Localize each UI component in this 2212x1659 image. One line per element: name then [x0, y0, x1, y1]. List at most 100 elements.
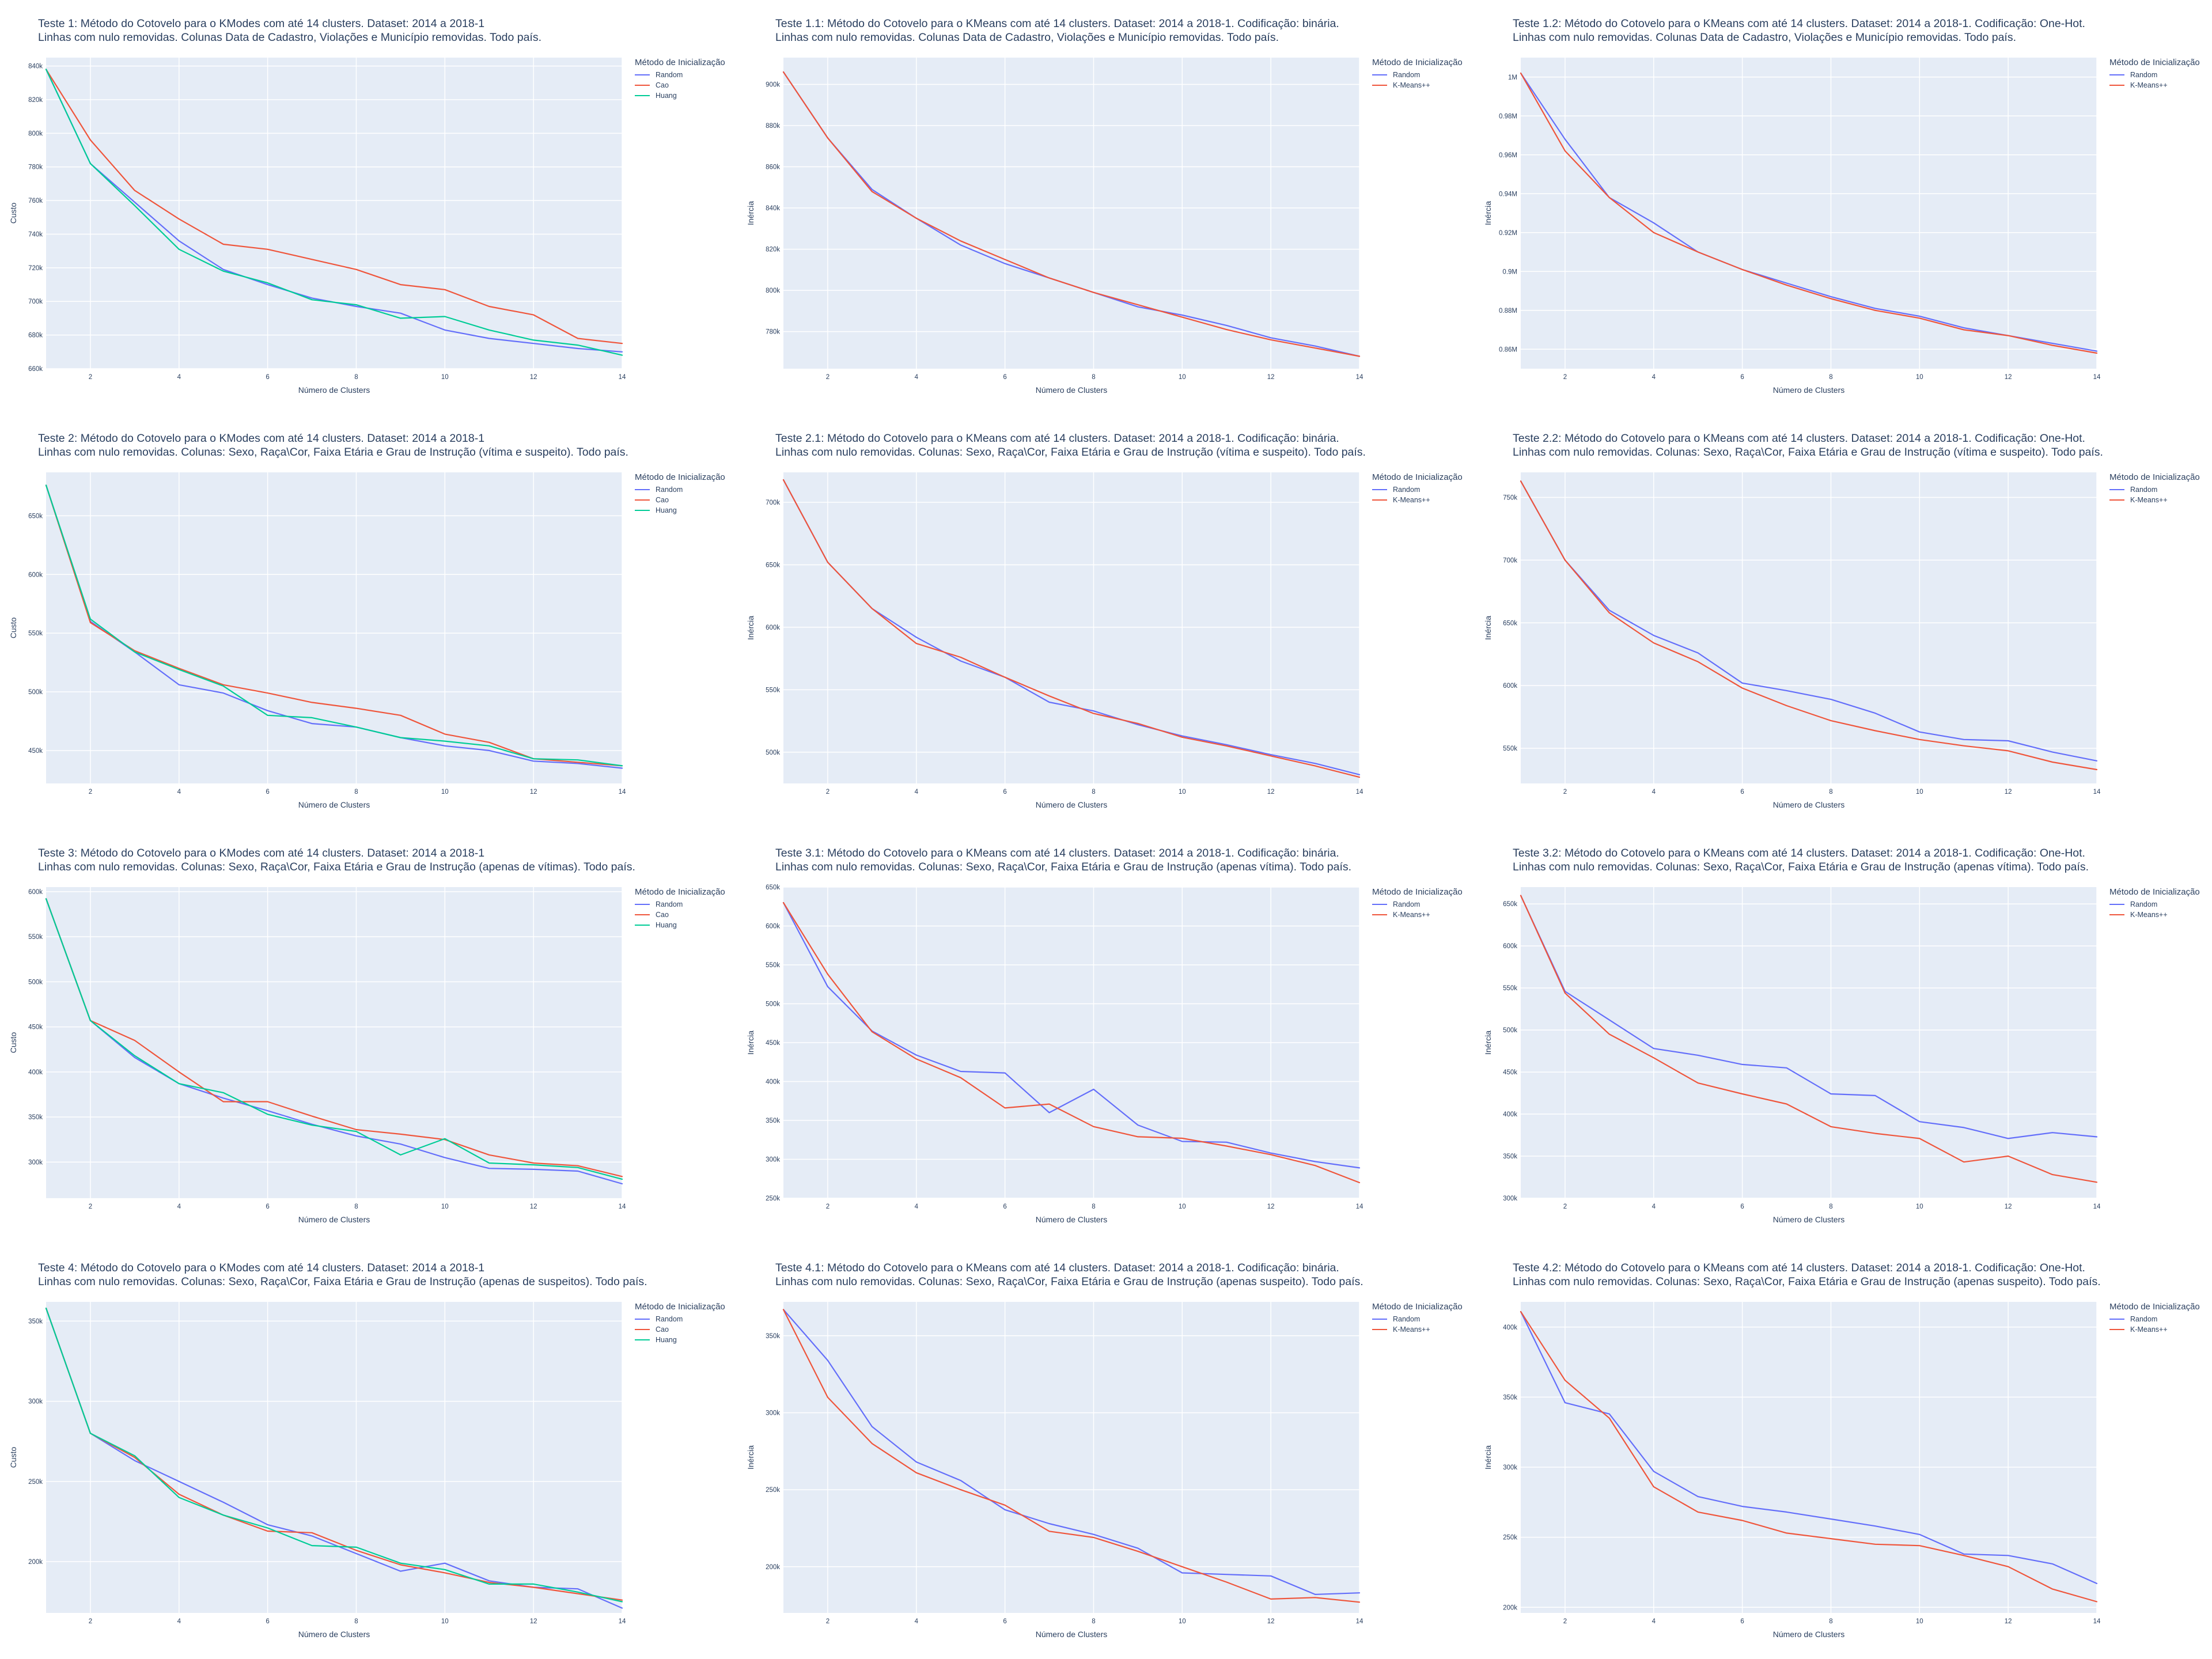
y-tick-label: 400k — [1503, 1111, 1517, 1118]
chart-subtitle: Linhas com nulo removidas. Colunas: Sexo… — [775, 861, 1352, 873]
legend-item[interactable]: Random — [1372, 484, 1463, 495]
legend: Método de Inicialização Random K-Means++ — [2109, 58, 2200, 90]
chart-panel: Teste 4.1: Método do Cotovelo para o KMe… — [737, 1244, 1475, 1659]
x-tick-label: 6 — [1003, 1618, 1006, 1625]
legend-item[interactable]: K-Means++ — [2109, 910, 2200, 920]
y-tick-label: 900k — [766, 81, 780, 88]
series-line-random — [45, 898, 623, 1185]
chart-panel: Teste 3: Método do Cotovelo para o KMode… — [0, 830, 737, 1244]
x-tick-label: 8 — [1092, 1203, 1095, 1210]
chart-panel: Teste 3.1: Método do Cotovelo para o KMe… — [737, 830, 1475, 1244]
y-tick-label: 200k — [1503, 1604, 1517, 1611]
legend-item[interactable]: Huang — [635, 505, 725, 516]
legend-item[interactable]: Random — [1372, 70, 1463, 80]
legend-label: Random — [2130, 486, 2158, 494]
x-tick-label: 6 — [1003, 789, 1006, 796]
x-tick-label: 12 — [2005, 789, 2012, 796]
x-axis-label: Número de Clusters — [1773, 385, 1845, 395]
legend-swatch — [1372, 904, 1387, 905]
legend-item[interactable]: K-Means++ — [2109, 80, 2200, 90]
chart-svg: 200k 250k 300k 350k 2 4 6 8 10 12 14 Número de Clus… — [746, 1302, 1363, 1639]
legend-item[interactable]: Random — [2109, 70, 2200, 80]
legend-item[interactable]: K-Means++ — [2109, 495, 2200, 505]
x-tick-label: 6 — [1740, 374, 1744, 381]
series-line-k-means- — [782, 1309, 1361, 1603]
legend-label: Random — [656, 1315, 683, 1323]
y-tick-label: 350k — [1503, 1153, 1517, 1160]
legend-item[interactable]: Random — [635, 1314, 725, 1324]
legend-label: Random — [1393, 71, 1421, 79]
legend-item[interactable]: K-Means++ — [1372, 495, 1463, 505]
legend-item[interactable]: Random — [635, 484, 725, 495]
chart-title: Teste 4.1: Método do Cotovelo para o KMe… — [775, 1262, 1339, 1274]
y-tick-label: 800k — [28, 130, 43, 137]
chart-subtitle: Linhas com nulo removidas. Colunas: Sexo… — [775, 446, 1366, 459]
legend-item[interactable]: Huang — [635, 920, 725, 930]
x-tick-label: 6 — [1740, 1203, 1744, 1210]
chart-title: Teste 3.2: Método do Cotovelo para o KMe… — [1513, 847, 2085, 859]
x-tick-label: 14 — [1356, 374, 1363, 381]
legend-item[interactable]: K-Means++ — [1372, 80, 1463, 90]
y-tick-label: 750k — [1503, 495, 1517, 502]
y-tick-label: 820k — [28, 97, 43, 104]
legend-label: K-Means++ — [1393, 496, 1430, 504]
legend-swatch — [1372, 1329, 1387, 1330]
legend-swatch — [1372, 499, 1387, 501]
y-tick-label: 650k — [1503, 620, 1517, 627]
y-axis-label: Inércia — [1483, 616, 1493, 640]
x-tick-label: 8 — [1092, 1618, 1095, 1625]
legend-item[interactable]: Huang — [635, 90, 725, 101]
x-tick-label: 2 — [89, 789, 92, 796]
x-tick-label: 4 — [177, 374, 181, 381]
legend-item[interactable]: K-Means++ — [2109, 1324, 2200, 1335]
y-tick-label: 500k — [766, 749, 780, 756]
y-tick-label: 600k — [28, 889, 43, 896]
series-line-k-means- — [782, 479, 1361, 778]
legend-item[interactable]: Random — [2109, 484, 2200, 495]
legend-item[interactable]: K-Means++ — [1372, 1324, 1463, 1335]
x-tick-label: 4 — [915, 374, 919, 381]
series-line-k-means- — [1520, 1310, 2098, 1603]
legend-item[interactable]: Huang — [635, 1335, 725, 1345]
chart-svg: 300k 350k 400k 450k 500k 550k 600k 650k 2 4 6 8 10 12… — [1483, 887, 2101, 1224]
x-tick-label: 10 — [1916, 1618, 1923, 1625]
y-axis-label: Inércia — [746, 616, 755, 640]
y-tick-label: 780k — [766, 329, 780, 336]
chart-panel: Teste 2: Método do Cotovelo para o KMode… — [0, 415, 737, 830]
x-axis-label: Número de Clusters — [1773, 1630, 1845, 1639]
legend-label: K-Means++ — [2130, 496, 2168, 504]
legend-item[interactable]: Cao — [635, 1324, 725, 1335]
plot-area — [783, 472, 1359, 783]
y-tick-label: 780k — [28, 164, 43, 171]
legend-swatch — [2109, 499, 2124, 501]
legend-item[interactable]: Random — [635, 899, 725, 910]
y-axis-label: Custo — [9, 1032, 18, 1054]
y-tick-label: 550k — [28, 630, 43, 637]
y-tick-label: 820k — [766, 247, 780, 253]
legend-item[interactable]: Cao — [635, 495, 725, 505]
series-line-k-means- — [782, 902, 1361, 1184]
legend-swatch — [635, 489, 650, 490]
legend-item[interactable]: Cao — [635, 910, 725, 920]
legend-title: Método de Inicialização — [2109, 472, 2200, 482]
y-tick-label: 250k — [1503, 1535, 1517, 1541]
legend-swatch — [2109, 904, 2124, 905]
legend-item[interactable]: Cao — [635, 80, 725, 90]
legend-item[interactable]: Random — [635, 70, 725, 80]
legend-item[interactable]: Random — [1372, 899, 1463, 910]
y-tick-label: 740k — [28, 231, 43, 238]
y-tick-label: 1M — [1508, 74, 1517, 81]
legend-item[interactable]: K-Means++ — [1372, 910, 1463, 920]
legend: Método de Inicialização Random Cao Huang — [635, 887, 725, 930]
legend-item[interactable]: Random — [2109, 899, 2200, 910]
legend-item[interactable]: Random — [1372, 1314, 1463, 1324]
legend-title: Método de Inicialização — [1372, 887, 1463, 897]
x-tick-label: 4 — [1652, 1618, 1656, 1625]
legend: Método de Inicialização Random K-Means++ — [2109, 1302, 2200, 1335]
x-axis-label: Número de Clusters — [1773, 1215, 1845, 1224]
y-tick-label: 840k — [766, 205, 780, 212]
plot-area — [1521, 1302, 2097, 1613]
legend-item[interactable]: Random — [2109, 1314, 2200, 1324]
chart-svg: 660k 680k 700k 720k 740k 760k 780k 800k 820k 840k… — [9, 58, 626, 395]
chart-panel: Teste 1.2: Método do Cotovelo para o KMe… — [1475, 0, 2212, 415]
